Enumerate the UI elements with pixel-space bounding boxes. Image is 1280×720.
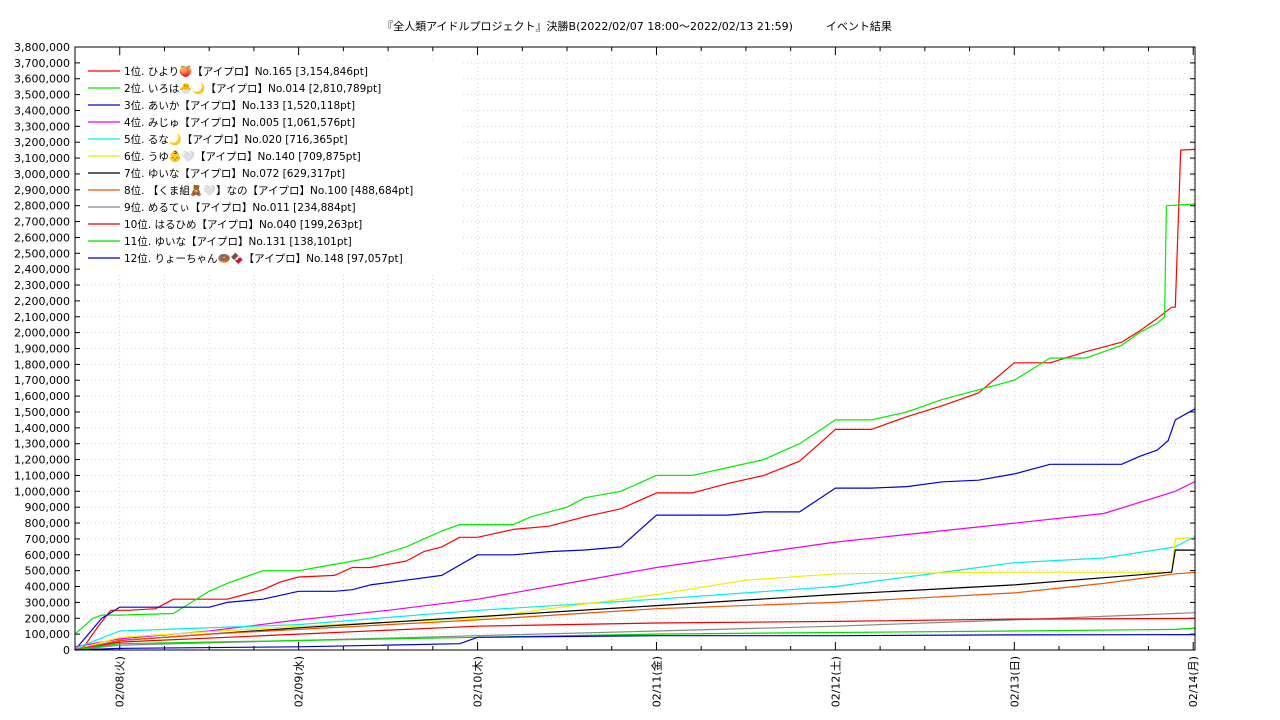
y-tick-label: 3,700,000 [14,57,70,70]
y-tick-label: 2,600,000 [14,231,70,244]
series-lines [74,148,1196,651]
legend-entry: 12位. りょーちゃん🍩🍫【アイプロ】No.148 [97,057pt] [124,252,403,265]
y-tick-label: 2,900,000 [14,184,70,197]
y-tick-label: 1,500,000 [14,406,70,419]
legend-background [80,60,460,272]
series-line-8 [74,571,1196,651]
series-line-9 [74,612,1196,651]
x-tick-label: 02/08(火) [114,656,127,707]
series-line-2 [74,203,1196,635]
y-axis: 0 100,000 200,000 300,000 400,000 500,000 600,… [14,41,1195,657]
series-line-12 [74,633,1196,651]
plot-frame [74,46,1196,651]
y-tick-label: 300,000 [25,596,71,609]
legend-entry: 7位. ゆいな【アイプロ】No.072 [629,317pt] [124,167,345,180]
series-line-10 [74,617,1196,651]
legend-entry: 5位. るな🌙【アイプロ】No.020 [716,365pt] [124,133,348,146]
series-line-6 [74,536,1196,651]
y-tick-label: 0 [63,644,70,657]
y-tick-label: 2,400,000 [14,263,70,276]
x-tick-label: 02/12(土) [829,656,842,707]
series-line-11 [74,627,1196,651]
y-tick-label: 3,600,000 [14,73,70,86]
legend-entry: 8位. 【くま組🧸🤍】なの【アイプロ】No.100 [488,684pt] [124,184,413,197]
x-tick-label: 02/09(水) [293,656,306,707]
y-tick-label: 800,000 [25,517,71,530]
legend-entry: 1位. ひより🍑【アイプロ】No.165 [3,154,846pt] [124,65,368,78]
y-tick-label: 3,000,000 [14,168,70,181]
y-tick-label: 900,000 [25,501,71,514]
y-tick-label: 200,000 [25,612,71,625]
y-tick-label: 2,200,000 [14,295,70,308]
y-tick-label: 1,900,000 [14,343,70,356]
legend: 1位. ひより🍑【アイプロ】No.165 [3,154,846pt] 2位. いろ… [80,60,460,272]
y-tick-label: 3,400,000 [14,104,70,117]
y-tick-label: 3,800,000 [14,41,70,54]
x-axis: 02/08(火) 02/09(水) 02/10(木) 02/11(金) 02/12(土)… [114,47,1200,707]
y-tick-label: 1,200,000 [14,454,70,467]
y-tick-label: 1,400,000 [14,422,70,435]
y-tick-label: 3,200,000 [14,136,70,149]
y-tick-label: 600,000 [25,549,71,562]
y-tick-label: 700,000 [25,533,71,546]
y-tick-label: 500,000 [25,565,71,578]
y-tick-label: 2,700,000 [14,216,70,229]
y-tick-label: 2,100,000 [14,311,70,324]
legend-entry: 9位. めるてぃ【アイプロ】No.011 [234,884pt] [124,201,356,214]
y-tick-label: 3,100,000 [14,152,70,165]
y-tick-label: 400,000 [25,581,71,594]
y-tick-label: 2,500,000 [14,247,70,260]
y-tick-label: 100,000 [25,628,71,641]
y-tick-label: 3,300,000 [14,120,70,133]
y-tick-label: 1,800,000 [14,358,70,371]
x-tick-label: 02/11(金) [649,656,663,707]
y-tick-label: 2,300,000 [14,279,70,292]
y-tick-label: 1,000,000 [14,485,70,498]
y-tick-label: 1,100,000 [14,469,70,482]
series-line-3 [74,408,1196,651]
legend-entry: 10位. はるひめ【アイプロ】No.040 [199,263pt] [124,218,362,231]
series-line-1 [74,148,1196,651]
y-tick-label: 3,500,000 [14,89,70,102]
y-tick-label: 1,700,000 [14,374,70,387]
y-tick-label: 1,300,000 [14,438,70,451]
series-line-4 [74,480,1196,648]
legend-entry: 3位. あいか【アイプロ】No.133 [1,520,118pt] [124,99,355,112]
series-line-5 [74,535,1196,649]
legend-entry: 11位. ゆいな【アイプロ】No.131 [138,101pt] [124,235,352,248]
x-tick-label: 02/14(月) [1187,656,1200,707]
legend-entry: 4位. みじゅ【アイプロ】No.005 [1,061,576pt] [124,116,355,129]
y-tick-label: 1,600,000 [14,390,70,403]
x-tick-label: 02/13(日) [1008,656,1021,707]
legend-entry: 2位. いろは🐣🌙【アイプロ】No.014 [2,810,789pt] [124,82,381,95]
legend-entry: 6位. うゆ👶🤍【アイプロ】No.140 [709,875pt] [124,150,361,163]
x-tick-label: 02/10(木) [472,656,485,707]
y-tick-label: 2,000,000 [14,327,70,340]
chart-title: 『全人類アイドルプロジェクト』決勝B(2022/02/07 18:00～2022… [382,19,892,33]
y-tick-label: 2,800,000 [14,200,70,213]
